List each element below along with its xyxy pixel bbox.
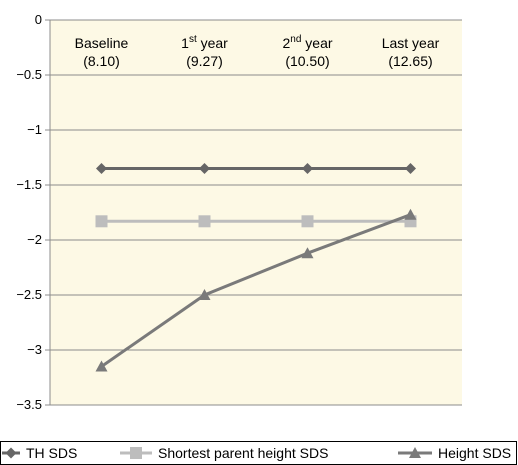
data-point	[302, 163, 313, 174]
legend-marker	[5, 447, 17, 459]
y-tick-label: −3.5	[16, 397, 42, 412]
y-tick-label: 0	[35, 12, 42, 27]
y-tick-label: −1.5	[16, 177, 42, 192]
data-point	[95, 215, 108, 228]
category-name: 1	[181, 35, 189, 51]
legend-label: TH SDS	[26, 445, 77, 461]
data-point	[198, 215, 211, 228]
category-name: 2	[282, 35, 290, 51]
series-diamond	[96, 163, 416, 174]
y-tick-label: −3	[27, 342, 42, 357]
data-point	[301, 215, 314, 228]
category-superscript: st	[189, 34, 197, 45]
data-point	[404, 208, 417, 220]
category-superscript: nd	[290, 34, 301, 45]
plot-area	[50, 20, 462, 405]
series-triangle	[95, 208, 417, 372]
data-point	[301, 247, 314, 259]
category-label: 1st year	[181, 34, 228, 51]
category-age-label: (9.27)	[186, 53, 223, 69]
legend: TH SDS Shortest parent height SDS Height S…	[0, 441, 517, 465]
legend-marker	[130, 447, 142, 459]
data-point	[199, 163, 210, 174]
series-line	[100, 213, 412, 368]
category-label: Last year	[382, 35, 440, 51]
y-tick-label: −1	[27, 122, 42, 137]
data-point	[95, 360, 108, 372]
category-labels: Baseline (8.10) 1st year (9.27) 2nd year (10.…	[75, 34, 440, 69]
y-tick-label: −0.5	[16, 67, 42, 82]
category-label: Baseline	[75, 35, 129, 51]
category-age-label: (10.50)	[285, 53, 329, 69]
data-point	[96, 163, 107, 174]
y-tick-label: −2.5	[16, 287, 42, 302]
category-name: Last year	[382, 35, 440, 51]
legend-label: Shortest parent height SDS	[158, 445, 328, 461]
category-label: 2nd year	[282, 34, 332, 51]
category-age-label: (8.10)	[83, 53, 120, 69]
y-tick-labels: 0 −0.5 −1 −1.5 −2 −2.5 −3 −3.5	[16, 12, 42, 412]
data-point	[198, 289, 211, 300]
y-tick-label: −2	[27, 232, 42, 247]
data-point	[405, 163, 416, 174]
legend-label: Height SDS	[438, 445, 511, 461]
category-suffix: year	[301, 35, 332, 51]
category-name: Baseline	[75, 35, 129, 51]
category-age-label: (12.65)	[388, 53, 432, 69]
grid-lines	[50, 19, 462, 351]
legend-marker	[409, 447, 421, 458]
category-suffix: year	[197, 35, 228, 51]
series-group	[95, 163, 417, 372]
y-axis	[45, 19, 462, 406]
